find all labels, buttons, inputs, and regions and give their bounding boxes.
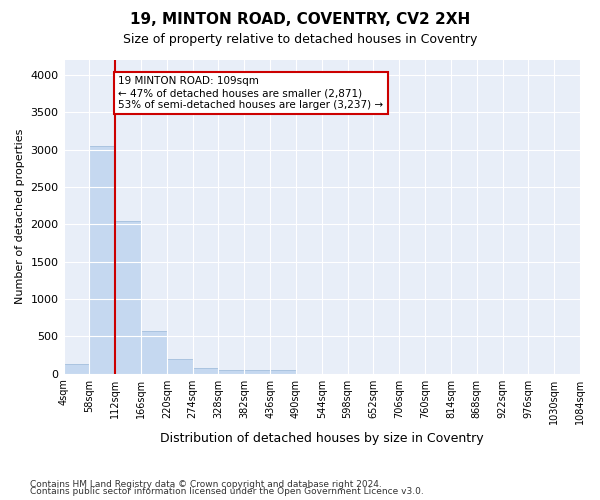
Text: Contains public sector information licensed under the Open Government Licence v3: Contains public sector information licen… xyxy=(30,488,424,496)
Bar xyxy=(167,358,193,374)
Text: Size of property relative to detached houses in Coventry: Size of property relative to detached ho… xyxy=(123,32,477,46)
Text: Contains HM Land Registry data © Crown copyright and database right 2024.: Contains HM Land Registry data © Crown c… xyxy=(30,480,382,489)
Text: 19, MINTON ROAD, COVENTRY, CV2 2XH: 19, MINTON ROAD, COVENTRY, CV2 2XH xyxy=(130,12,470,28)
Y-axis label: Number of detached properties: Number of detached properties xyxy=(15,129,25,304)
Bar xyxy=(218,370,244,374)
Bar xyxy=(115,220,141,374)
Bar xyxy=(193,368,218,374)
Bar xyxy=(64,364,89,374)
Bar xyxy=(141,331,167,374)
Text: 19 MINTON ROAD: 109sqm
← 47% of detached houses are smaller (2,871)
53% of semi-: 19 MINTON ROAD: 109sqm ← 47% of detached… xyxy=(118,76,383,110)
X-axis label: Distribution of detached houses by size in Coventry: Distribution of detached houses by size … xyxy=(160,432,484,445)
Bar xyxy=(244,370,270,374)
Bar xyxy=(89,146,115,374)
Bar xyxy=(270,370,296,374)
